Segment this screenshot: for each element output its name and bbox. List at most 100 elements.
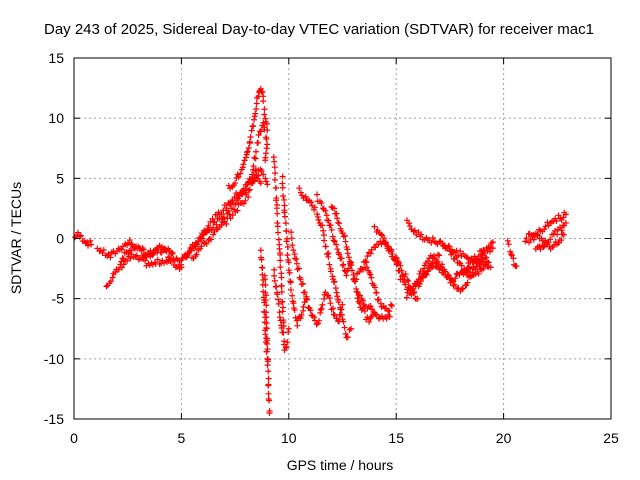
data-point: [285, 267, 292, 274]
y-tick-label: -10: [44, 351, 64, 367]
data-point: [109, 274, 116, 281]
data-point: [186, 248, 193, 255]
data-point: [402, 271, 409, 278]
data-point: [333, 241, 340, 248]
data-point: [142, 251, 149, 258]
data-point: [200, 239, 207, 246]
data-point: [227, 215, 234, 222]
data-point: [395, 259, 402, 266]
x-tick-label: 25: [603, 430, 619, 446]
data-point: [135, 256, 142, 263]
data-point: [464, 264, 471, 271]
data-point: [424, 267, 431, 274]
data-point: [293, 256, 300, 263]
data-point: [258, 256, 265, 263]
data-point: [257, 128, 264, 135]
data-point: [264, 362, 271, 369]
data-point: [297, 189, 304, 196]
data-point: [541, 226, 548, 233]
data-point: [335, 219, 342, 226]
data-point: [194, 241, 201, 248]
data-point: [274, 229, 281, 236]
data-point: [327, 222, 334, 229]
data-point: [404, 276, 411, 283]
data-point: [99, 250, 106, 257]
data-point: [100, 247, 107, 254]
data-point: [255, 139, 262, 146]
data-point: [286, 269, 293, 276]
data-point: [451, 281, 458, 288]
data-point: [504, 237, 511, 244]
data-point: [232, 180, 239, 187]
y-tick-label: 10: [48, 110, 64, 126]
chart-title: Day 243 of 2025, Sidereal Day-to-day VTE…: [44, 21, 594, 38]
data-point: [464, 279, 471, 286]
data-point: [320, 227, 327, 234]
data-point: [356, 269, 363, 276]
data-point: [331, 278, 338, 285]
data-point: [536, 243, 543, 250]
data-point: [287, 278, 294, 285]
data-point: [363, 264, 370, 271]
data-point: [336, 251, 343, 258]
data-point: [190, 245, 197, 252]
data-point: [319, 222, 326, 229]
data-point: [372, 244, 379, 251]
data-point: [277, 264, 284, 271]
data-point: [449, 249, 456, 256]
data-point: [295, 265, 302, 272]
data-point: [480, 265, 487, 272]
data-point: [250, 178, 257, 185]
data-point: [473, 256, 480, 263]
data-point: [341, 324, 348, 331]
data-point: [420, 274, 427, 281]
data-point: [264, 127, 271, 134]
trajectory-29: [532, 219, 569, 253]
data-point: [154, 256, 161, 263]
data-point: [244, 148, 251, 155]
data-point: [388, 246, 395, 253]
data-point: [343, 272, 350, 279]
data-point: [339, 230, 346, 237]
data-point: [287, 279, 294, 286]
data-point: [322, 207, 329, 214]
data-point: [74, 229, 81, 236]
data-point: [283, 343, 290, 350]
x-tick-label: 5: [178, 430, 186, 446]
trajectory-6: [188, 171, 264, 262]
data-point: [348, 325, 355, 332]
data-point: [387, 301, 394, 308]
data-point: [371, 223, 378, 230]
data-point: [107, 278, 114, 285]
data-point: [271, 272, 278, 279]
data-point: [315, 320, 322, 327]
data-point: [299, 280, 306, 287]
data-point: [356, 292, 363, 299]
data-point: [275, 296, 282, 303]
data-point: [262, 339, 269, 346]
y-tick-labels: -15 -10 -5 0 5 10 15: [44, 50, 64, 427]
data-point: [87, 237, 94, 244]
data-point: [439, 261, 446, 268]
data-point: [507, 251, 514, 258]
data-point: [257, 180, 264, 187]
data-point: [297, 276, 304, 283]
data-point: [289, 292, 296, 299]
data-point: [367, 303, 374, 310]
data-point: [296, 185, 303, 192]
data-point: [555, 212, 562, 219]
data-point: [385, 247, 392, 254]
data-point: [277, 317, 284, 324]
data-point: [397, 262, 404, 269]
data-point: [371, 284, 378, 291]
x-tick-label: 0: [70, 430, 78, 446]
data-point: [291, 306, 298, 313]
data-point: [210, 224, 217, 231]
data-point: [184, 252, 191, 259]
data-point: [257, 247, 264, 254]
data-point: [264, 181, 271, 188]
data-point: [325, 253, 332, 260]
data-point: [411, 227, 418, 234]
data-point: [547, 236, 554, 243]
data-point: [510, 255, 517, 262]
